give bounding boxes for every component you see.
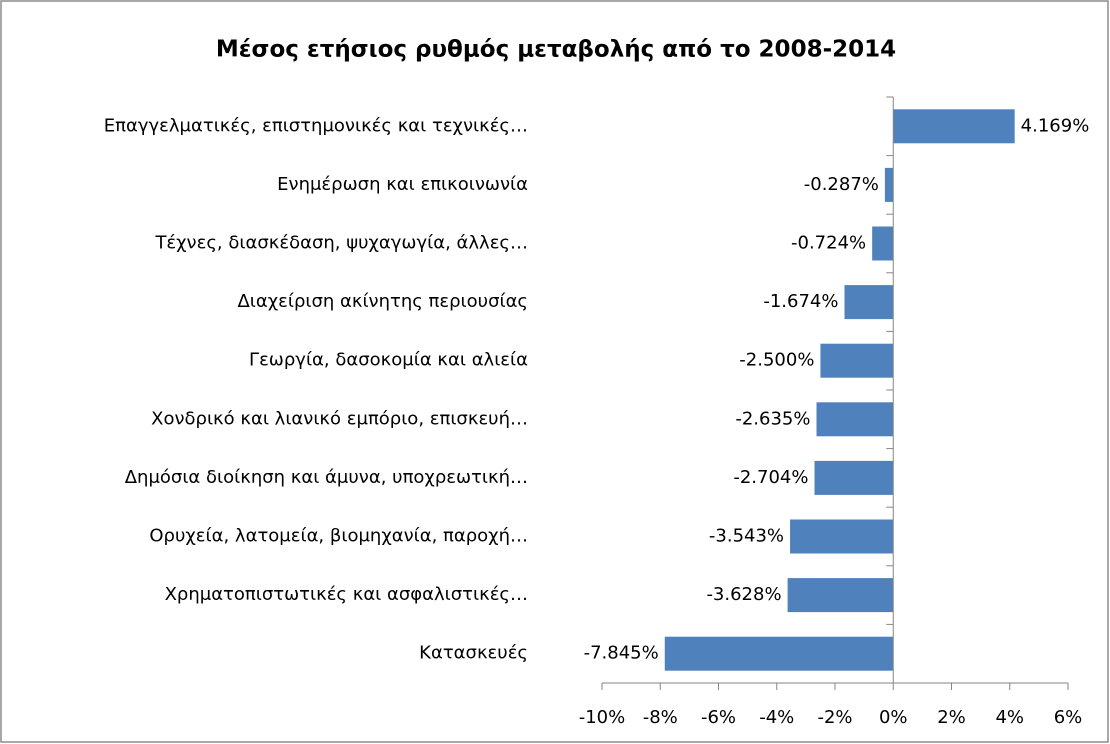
- x-tick-label: -10%: [579, 707, 626, 728]
- value-label: -0.724%: [791, 233, 866, 254]
- y-tick-label: Διαχείριση ακίνητης περιουσίας: [237, 291, 528, 312]
- y-tick-label: Γεωργία, δασοκομία και αλιεία: [249, 350, 528, 371]
- bar: [787, 578, 894, 613]
- bar: [790, 519, 894, 554]
- y-tick-label: Ενημέρωση και επικοινωνία: [277, 174, 528, 195]
- chart-title: Μέσος ετήσιος ρυθμός μεταβολής από το 20…: [216, 37, 896, 63]
- bar: [816, 402, 894, 437]
- bar: [872, 226, 894, 261]
- value-label: -2.704%: [733, 467, 808, 488]
- value-label: -0.287%: [804, 174, 879, 195]
- x-tick-label: 6%: [1054, 707, 1083, 728]
- y-tick-label: Ορυχεία, λατομεία, βιομηχανία, παροχή…: [149, 526, 528, 547]
- value-label: -3.628%: [706, 584, 781, 605]
- value-label: -7.845%: [584, 643, 659, 664]
- x-tick-label: -4%: [759, 707, 794, 728]
- x-tick-label: -2%: [817, 707, 852, 728]
- value-label: -2.500%: [739, 350, 814, 371]
- x-tick-label: 2%: [937, 707, 966, 728]
- value-label: 4.169%: [1021, 115, 1090, 136]
- bar: [893, 109, 1015, 144]
- bar: [664, 636, 894, 671]
- y-tick-label: Δημόσια διοίκηση και άμυνα, υποχρεωτική…: [125, 467, 528, 488]
- bar: [820, 343, 894, 378]
- y-tick-label: Τέχνες, διασκέδαση, ψυχαγωγία, άλλες…: [154, 233, 528, 254]
- value-label: -3.543%: [709, 526, 784, 547]
- x-tick-label: 0%: [879, 707, 908, 728]
- y-tick-label: Χονδρικό και λιανικό εμπόριο, επισκευή…: [151, 408, 528, 429]
- value-label: -2.635%: [735, 408, 810, 429]
- x-tick-label: 4%: [995, 707, 1024, 728]
- x-tick-label: -8%: [643, 707, 678, 728]
- y-tick-label: Κατασκευές: [419, 643, 528, 664]
- x-tick-label: -6%: [701, 707, 736, 728]
- value-label: -1.674%: [763, 291, 838, 312]
- y-tick-label: Επαγγελματικές, επιστημονικές και τεχνικ…: [104, 115, 528, 136]
- y-tick-label: Χρηματοπιστωτικές και ασφαλιστικές…: [165, 584, 528, 605]
- bar: [884, 167, 894, 202]
- bar: [844, 285, 894, 320]
- bar: [814, 460, 894, 495]
